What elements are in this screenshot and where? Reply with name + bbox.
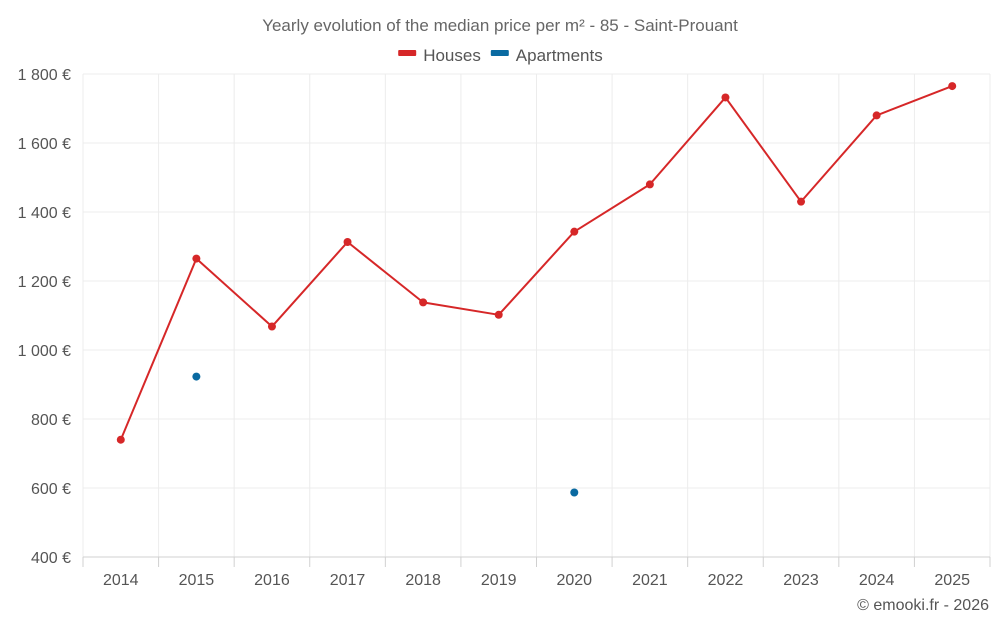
houses-line-segment	[876, 85, 953, 117]
houses-data-point[interactable]	[494, 310, 503, 319]
legend-item-apartments[interactable]: Apartments	[490, 46, 603, 65]
y-tick-label: 600 €	[31, 481, 71, 498]
apartments-data-point[interactable]	[192, 372, 201, 381]
x-tick-label: 2023	[783, 572, 819, 589]
y-tick-label: 1 600 €	[18, 136, 71, 153]
series-layer	[116, 82, 957, 497]
houses-line-segment	[119, 258, 198, 441]
x-tick-label: 2016	[254, 572, 290, 589]
x-tick-label: 2018	[405, 572, 441, 589]
chart-title: Yearly evolution of the median price per…	[262, 16, 738, 35]
apartments-data-point[interactable]	[570, 488, 579, 497]
houses-line-segment	[649, 96, 727, 186]
x-tick-label: 2017	[330, 572, 366, 589]
copyright-text: © emooki.fr - 2026	[857, 597, 989, 614]
x-tick-label: 2022	[708, 572, 744, 589]
houses-line-segment	[195, 257, 273, 328]
legend[interactable]: Houses Apartments	[398, 46, 603, 65]
x-tick-label: 2020	[556, 572, 592, 589]
y-tick-label: 1 400 €	[18, 205, 71, 222]
legend-label: Houses	[423, 46, 481, 65]
houses-data-point[interactable]	[570, 227, 579, 236]
y-tick-label: 1 000 €	[18, 343, 71, 360]
houses-line-segment	[271, 241, 349, 328]
legend-swatch	[398, 50, 417, 56]
axes: 400 € 600 € 800 € 1 000 € 1 200 € 1 400 € 1 60…	[18, 67, 991, 589]
houses-line-segment	[497, 230, 576, 316]
houses-line-segment	[422, 301, 499, 316]
x-tick-label: 2025	[934, 572, 970, 589]
x-tick-label: 2024	[859, 572, 895, 589]
houses-data-point[interactable]	[343, 238, 352, 247]
y-tick-label: 400 €	[31, 550, 71, 567]
x-tick-label: 2019	[481, 572, 517, 589]
houses-data-point[interactable]	[116, 435, 125, 444]
houses-data-point[interactable]	[192, 254, 201, 263]
x-tick-label: 2015	[179, 572, 215, 589]
x-tick-label: 2021	[632, 572, 668, 589]
houses-data-point[interactable]	[948, 82, 957, 91]
houses-data-point[interactable]	[267, 322, 276, 331]
houses-data-point[interactable]	[872, 111, 881, 120]
houses-data-point[interactable]	[419, 298, 428, 307]
houses-line-segment	[724, 96, 802, 203]
series-apartments	[192, 372, 579, 497]
houses-line-segment	[346, 241, 424, 304]
houses-data-point[interactable]	[721, 93, 730, 102]
houses-line-segment	[800, 114, 878, 203]
grid	[82, 73, 991, 557]
series-houses	[116, 82, 957, 444]
houses-data-point[interactable]	[645, 180, 654, 189]
legend-label: Apartments	[516, 46, 603, 65]
legend-swatch	[490, 50, 509, 56]
houses-line-segment	[573, 183, 651, 233]
y-tick-label: 1 200 €	[18, 274, 71, 291]
y-tick-label: 1 800 €	[18, 67, 71, 84]
houses-data-point[interactable]	[797, 197, 806, 206]
x-tick-label: 2014	[103, 572, 139, 589]
legend-item-houses[interactable]: Houses	[398, 46, 481, 65]
y-tick-label: 800 €	[31, 412, 71, 429]
